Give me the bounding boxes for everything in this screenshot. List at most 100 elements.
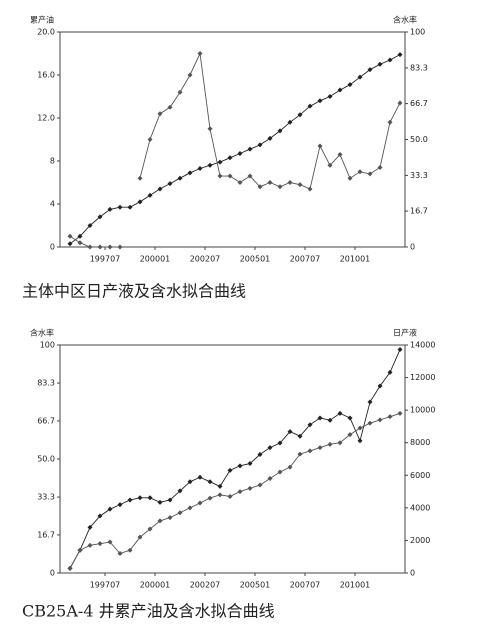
data-point [277, 440, 283, 446]
data-point [67, 565, 73, 571]
data-point [237, 463, 243, 469]
data-point [187, 72, 193, 78]
y2-tick-label: 50.0 [410, 135, 428, 144]
data-point [177, 488, 183, 494]
data-point [277, 469, 283, 475]
data-point [297, 433, 303, 439]
y2-tick-label: 2000 [410, 536, 430, 545]
data-point [107, 539, 113, 545]
data-point [217, 492, 223, 498]
data-point [277, 128, 283, 134]
data-point [327, 417, 333, 423]
data-point [207, 162, 213, 168]
data-point [377, 61, 383, 67]
x-tick-label: 200001 [140, 581, 171, 590]
data-point [127, 204, 133, 210]
y2-tick-label: 33.3 [410, 171, 428, 180]
data-point [377, 164, 383, 170]
data-point [177, 89, 183, 95]
data-point [327, 162, 333, 168]
y2-tick-label: 4000 [410, 503, 430, 512]
data-point [397, 100, 403, 106]
data-point [107, 206, 113, 212]
x-tick-label: 200207 [190, 255, 221, 264]
data-point [87, 223, 93, 228]
data-point [157, 499, 163, 505]
data-point [67, 233, 73, 239]
data-point [167, 515, 173, 521]
y-axis-title: 累产油 [30, 15, 54, 25]
x-tick-label: 200501 [240, 255, 271, 264]
data-point [217, 483, 223, 489]
chart-caption: 主体中区日产液及含水拟合曲线 [22, 282, 246, 301]
x-tick-label: 200207 [190, 581, 221, 590]
data-point [297, 112, 303, 118]
data-point [387, 414, 393, 420]
x-tick-label: 200501 [240, 581, 271, 590]
data-point [227, 467, 233, 473]
data-point [147, 137, 153, 142]
data-point [307, 422, 313, 428]
data-point [257, 482, 263, 488]
data-point [377, 417, 383, 423]
data-point [197, 474, 203, 480]
data-point [237, 180, 243, 185]
data-point [297, 451, 303, 457]
data-point [397, 347, 403, 353]
x-tick-label: 199707 [90, 255, 121, 264]
data-point [207, 479, 213, 485]
data-point [387, 369, 393, 375]
data-point [187, 505, 193, 511]
y2-tick-label: 66.7 [410, 99, 428, 108]
data-point [117, 244, 123, 250]
data-point [347, 82, 353, 88]
data-point [167, 181, 173, 187]
data-point [107, 244, 113, 250]
y-tick-label: 100 [40, 341, 55, 350]
data-point [227, 173, 233, 179]
x-tick-label: 200707 [290, 581, 321, 590]
data-point [237, 150, 243, 156]
y-tick-label: 33.3 [37, 493, 55, 502]
data-point [337, 152, 343, 158]
data-point [197, 500, 203, 506]
y-tick-label: 0 [50, 243, 55, 252]
y-tick-label: 66.7 [37, 416, 55, 425]
data-point [307, 186, 313, 192]
data-point [127, 497, 133, 503]
data-point [77, 240, 83, 246]
y2-tick-label: 100 [410, 28, 425, 37]
y-tick-label: 83.3 [37, 379, 55, 388]
data-point [317, 445, 323, 451]
y-axis-title: 含水率 [30, 328, 54, 338]
data-point [117, 502, 123, 508]
y2-tick-label: 8000 [410, 438, 430, 447]
plot-frame [59, 344, 406, 574]
data-point [347, 432, 353, 438]
data-point [247, 173, 253, 179]
data-point [347, 415, 353, 421]
data-point [237, 489, 243, 495]
data-point [107, 506, 113, 512]
data-point [197, 51, 203, 56]
y-tick-label: 20.0 [37, 28, 55, 37]
data-point [87, 542, 93, 548]
data-point [387, 119, 393, 125]
data-point [367, 399, 373, 405]
y-tick-label: 0 [50, 569, 55, 578]
y2-tick-label: 0 [410, 243, 415, 252]
data-point [347, 175, 353, 181]
data-point [357, 74, 363, 80]
data-point [377, 383, 383, 389]
data-point [367, 171, 373, 177]
y2-tick-label: 12000 [410, 373, 435, 382]
data-point [187, 479, 193, 485]
data-point [327, 441, 333, 447]
data-point [247, 146, 253, 152]
data-point [387, 57, 393, 63]
data-point [317, 143, 323, 149]
data-point [267, 476, 273, 482]
y2-tick-label: 83.3 [410, 63, 428, 72]
series-line [69, 54, 401, 245]
